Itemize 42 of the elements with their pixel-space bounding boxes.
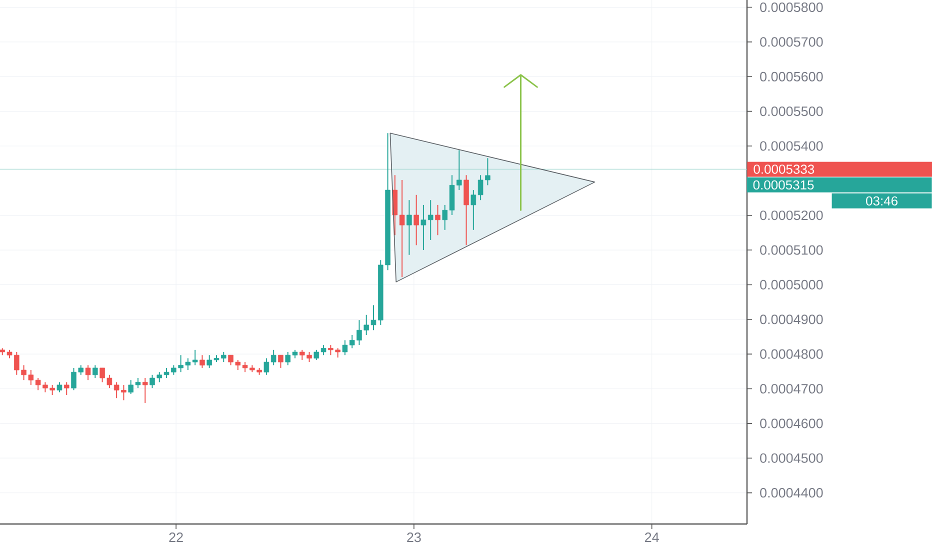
candlestick [414, 194, 419, 246]
candlestick [192, 349, 198, 366]
x-tick-label: 23 [407, 532, 421, 542]
y-tick-label: 0.0005200 [760, 210, 823, 220]
text: 03:46 [866, 196, 898, 206]
y-tick-label: 0.0004700 [760, 384, 823, 394]
candlestick [278, 354, 284, 368]
candlestick [85, 364, 91, 381]
y-tick-label: 0.0005800 [760, 2, 823, 12]
y-tick-label: 0.0004900 [760, 314, 823, 324]
y-tick-label: 0.0004800 [760, 349, 823, 359]
y-tick-label: 0.0005100 [760, 245, 823, 255]
x-tick-label: 24 [645, 532, 659, 542]
candlestick [56, 382, 62, 393]
candlestick [342, 340, 348, 356]
candlestick [428, 200, 434, 240]
candlestick [399, 179, 405, 278]
candlestick [200, 354, 205, 368]
candlestick [270, 349, 276, 366]
candlestick [64, 382, 70, 396]
candlestick [314, 349, 320, 360]
text: 0.0005315 [753, 180, 814, 190]
x-tick-label: 22 [169, 532, 183, 542]
candlestick [470, 190, 476, 230]
y-tick-label: 0.0004600 [760, 418, 823, 428]
candlestick [420, 204, 426, 251]
candlestick [435, 204, 440, 236]
y-tick-label: 0.0004500 [760, 453, 823, 463]
y-tick-label: 0.0005000 [760, 280, 823, 290]
ref-line-label: 0.0005333 [754, 164, 814, 174]
candlestick [142, 378, 148, 404]
candlestick [442, 204, 448, 230]
y-tick-label: 0.0004400 [760, 488, 823, 498]
candlestick [264, 358, 270, 376]
candlestick [406, 200, 412, 256]
candlestick [221, 351, 226, 363]
y-tick-label: 0.0005600 [760, 72, 823, 82]
candlestick [320, 344, 326, 356]
candlestick [92, 364, 98, 379]
y-tick-label: 0.0005500 [760, 106, 823, 116]
y-tick-label: 0.0005400 [760, 141, 823, 151]
y-tick-label: 0.0005700 [760, 37, 823, 47]
